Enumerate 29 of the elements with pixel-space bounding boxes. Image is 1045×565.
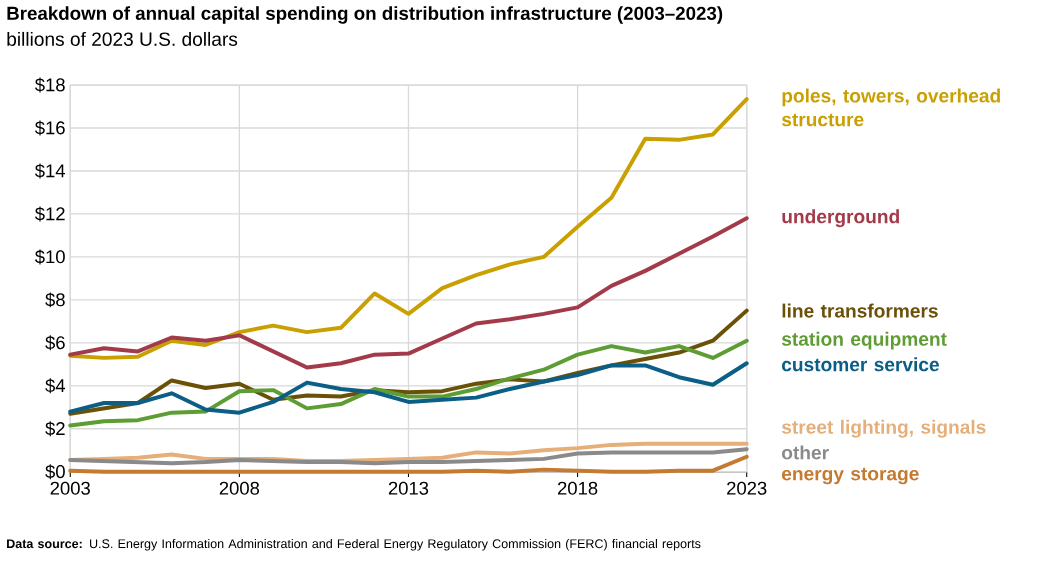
series-label: energy storage <box>782 467 919 485</box>
series-label: line transformers <box>782 303 938 318</box>
y-tick-label: $12 <box>34 206 65 222</box>
series-label: other <box>782 445 829 460</box>
y-tick-label: $18 <box>34 77 65 93</box>
x-tick-label: 2023 <box>727 481 767 495</box>
chart-subtitle: billions of 2023 U.S. dollars <box>7 32 238 47</box>
y-tick-label: $14 <box>34 163 66 179</box>
x-tick-label: 2003 <box>50 481 90 495</box>
series-label: underground <box>782 209 899 228</box>
x-tick-label: 2013 <box>388 481 429 495</box>
y-tick-label: $16 <box>34 120 65 136</box>
series-label: station equipment <box>781 331 947 350</box>
y-tick-label: $6 <box>45 335 65 351</box>
y-tick-label: $10 <box>34 249 65 265</box>
series-label: poles, towers, overhead structure <box>781 88 1000 127</box>
x-tick-label: 2018 <box>557 481 598 495</box>
series-label: street lighting, signals <box>781 419 986 438</box>
y-tick-label: $8 <box>45 292 65 308</box>
y-tick-label: $4 <box>45 378 66 394</box>
text: Data source: U.S. Energy Information Administration and Federal Energy Regulatory Commission (FERC) financial reports <box>7 539 701 551</box>
y-tick-label: $0 <box>45 464 65 480</box>
line-series <box>68 97 749 361</box>
y-tick-label: $2 <box>45 421 65 437</box>
line-series <box>68 361 749 415</box>
series-label: customer service <box>782 357 939 372</box>
line-series <box>68 338 749 428</box>
chart-title: Breakdown of annual capital spending on distribution infrastructure (2003–2023) <box>7 6 723 24</box>
x-tick-label: 2008 <box>219 481 260 495</box>
